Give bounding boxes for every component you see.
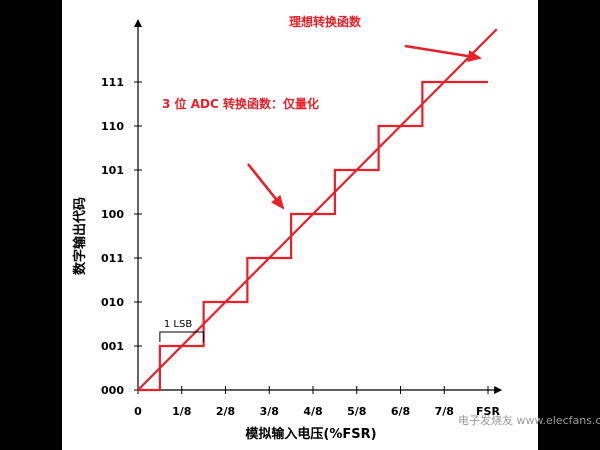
ideal-transfer-label: 理想转换函数	[289, 14, 362, 29]
y-tick-label: 010	[101, 296, 124, 309]
lsb-label: 1 LSB	[164, 319, 192, 330]
quantization-arrow	[246, 163, 285, 210]
x-tick-label: 2/8	[216, 405, 235, 418]
y-tick-label: 100	[101, 208, 124, 221]
x-tick-label: 1/8	[172, 405, 191, 418]
x-tick-label: 7/8	[435, 405, 454, 418]
x-tick-label: 0	[134, 405, 142, 418]
ideal-line-series	[137, 28, 498, 391]
y-tick-label: 101	[101, 164, 124, 177]
y-tick-label: 011	[101, 252, 124, 265]
quantization-label: 3 位 ADC 转换函数：仅量化	[162, 96, 319, 111]
x-tick-label: 6/8	[391, 405, 410, 418]
x-axis-title: 模拟输入电压(%FSR)	[245, 426, 376, 442]
chart-panel	[62, 0, 538, 450]
watermark-text: 电子发烧友 www.elecfans.com	[458, 413, 600, 427]
ideal-arrow	[404, 44, 482, 63]
staircase-series	[138, 80, 488, 392]
x-tick-label: FSR	[476, 405, 500, 418]
y-tick-label: 001	[101, 340, 124, 353]
y-tick-label: 111	[101, 76, 124, 89]
y-tick-label: 110	[101, 120, 124, 133]
lsb-bracket	[159, 331, 205, 342]
x-tick-label: 5/8	[347, 405, 366, 418]
y-tick-label: 000	[101, 384, 124, 397]
y-axis-title: 数字输出代码	[72, 197, 88, 275]
x-tick-label: 3/8	[260, 405, 279, 418]
x-tick-label: 4/8	[303, 405, 322, 418]
